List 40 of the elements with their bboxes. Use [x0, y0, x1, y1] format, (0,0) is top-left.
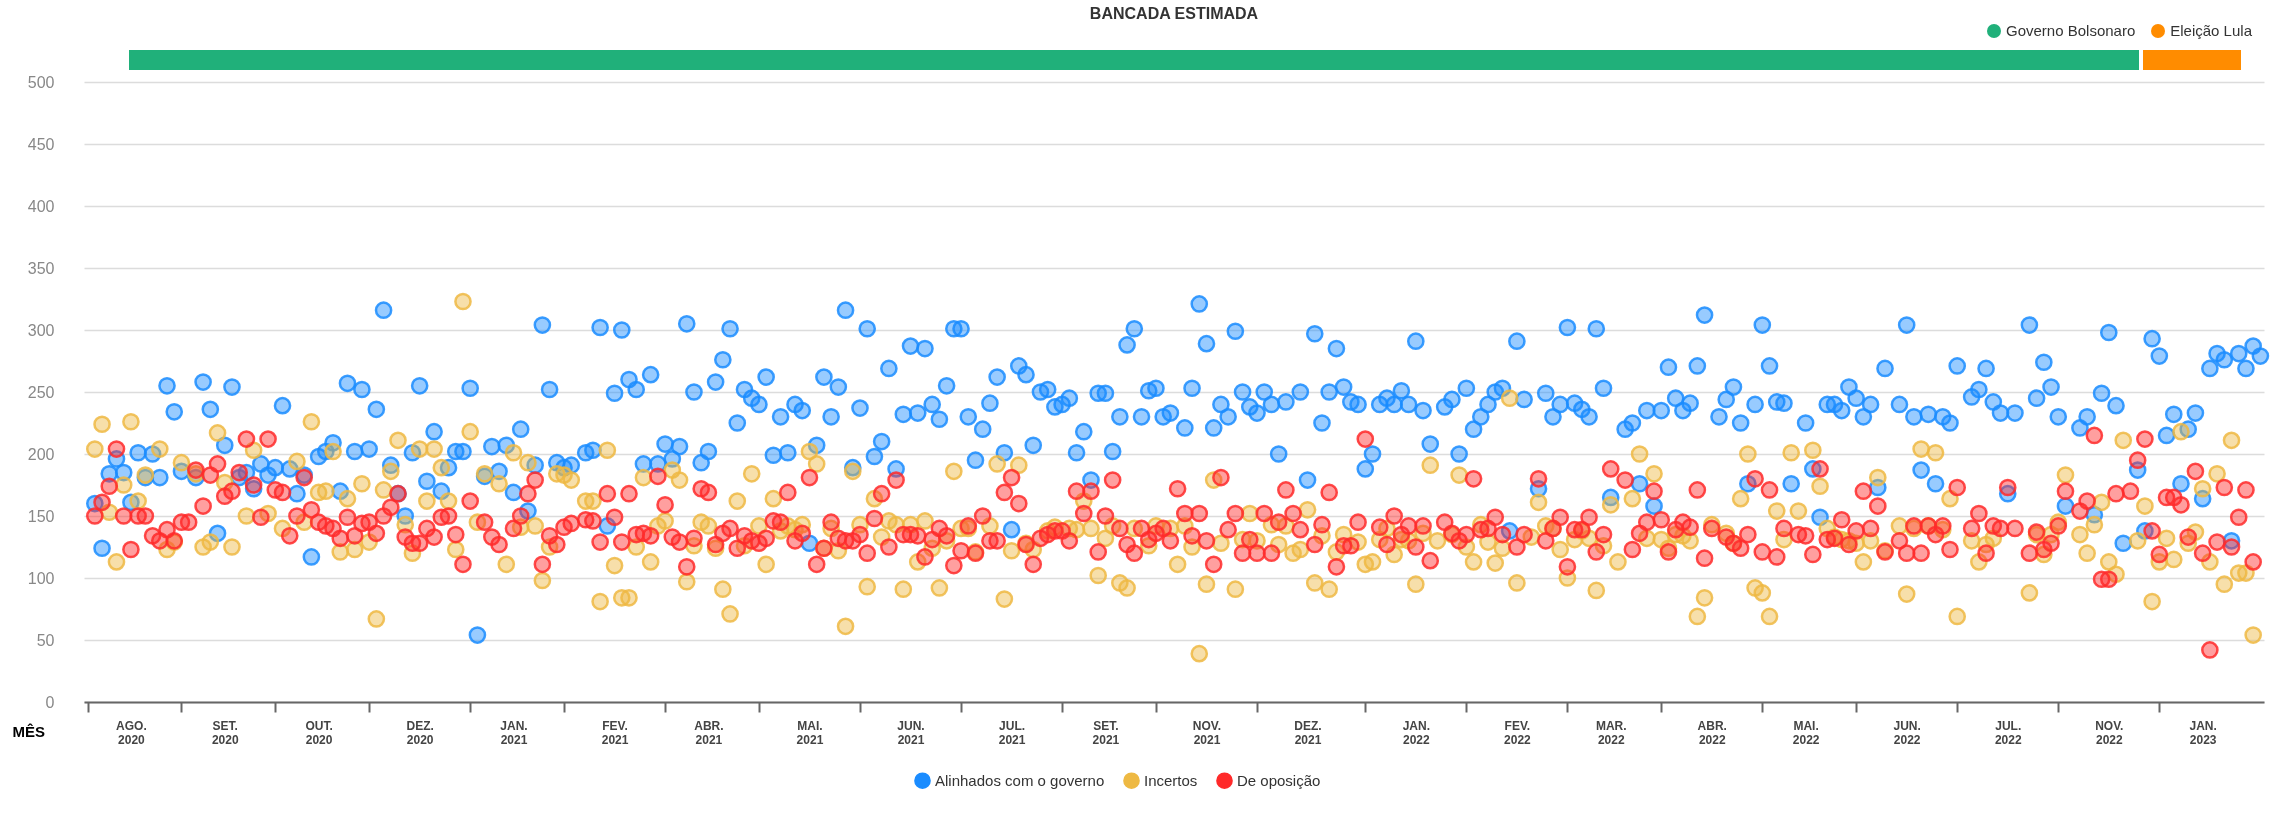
- x-tick-label: JAN. 2021: [500, 718, 528, 747]
- x-tick-label: AGO. 2020: [116, 718, 147, 747]
- x-tick-label: JAN. 2023: [2189, 718, 2217, 747]
- y-tick-label: 250: [27, 383, 55, 401]
- x-tick-label: NOV. 2021: [1192, 718, 1222, 747]
- legend-label: Alinhados com o governo: [935, 771, 1105, 789]
- x-tick-label: JUN. 2021: [897, 718, 925, 747]
- x-tick-label: MAR. 2022: [1595, 718, 1627, 747]
- y-tick-label: 50: [36, 631, 55, 649]
- x-tick-label: JUL. 2021: [998, 718, 1026, 747]
- text: Governo Bolsonaro: [2006, 22, 2136, 39]
- y-tick-label: 450: [27, 135, 55, 153]
- y-tick-label: 300: [27, 321, 55, 339]
- x-tick-label: DEZ. 2020: [406, 718, 434, 747]
- y-tick-label: 350: [27, 259, 55, 277]
- x-axis-title: MÊS: [12, 722, 46, 740]
- chart-title: BANCADA ESTIMADA: [1089, 5, 1259, 22]
- x-tick-label: ABR. 2021: [694, 718, 724, 747]
- y-tick-label: 500: [27, 73, 55, 91]
- y-tick-label: 150: [27, 507, 55, 525]
- y-tick-label: 0: [45, 693, 55, 711]
- y-tick-label: 100: [27, 569, 55, 587]
- legend-label: Incertos: [1144, 771, 1198, 789]
- x-tick-label: ABR. 2022: [1697, 718, 1727, 747]
- x-tick-label: MAI. 2022: [1792, 718, 1820, 747]
- x-tick-label: OUT. 2020: [305, 718, 333, 747]
- text: Eleição Lula: [2170, 22, 2252, 39]
- x-tick-label: DEZ. 2021: [1294, 718, 1322, 747]
- legend-label: De oposição: [1237, 771, 1321, 789]
- x-tick-label: MAI. 2021: [796, 718, 824, 747]
- x-tick-label: SET. 2021: [1092, 718, 1120, 747]
- x-tick-label: FEV. 2021: [601, 718, 629, 747]
- x-tick-label: FEV. 2022: [1504, 718, 1532, 747]
- x-tick-label: NOV. 2022: [2095, 718, 2124, 747]
- y-tick-label: 200: [27, 445, 55, 463]
- x-tick-label: SET. 2020: [211, 718, 239, 747]
- y-tick-label: 400: [27, 197, 55, 215]
- x-tick-label: JAN. 2022: [1402, 718, 1430, 747]
- x-tick-label: JUN. 2022: [1893, 718, 1921, 747]
- x-tick-label: JUL. 2022: [1994, 718, 2022, 747]
